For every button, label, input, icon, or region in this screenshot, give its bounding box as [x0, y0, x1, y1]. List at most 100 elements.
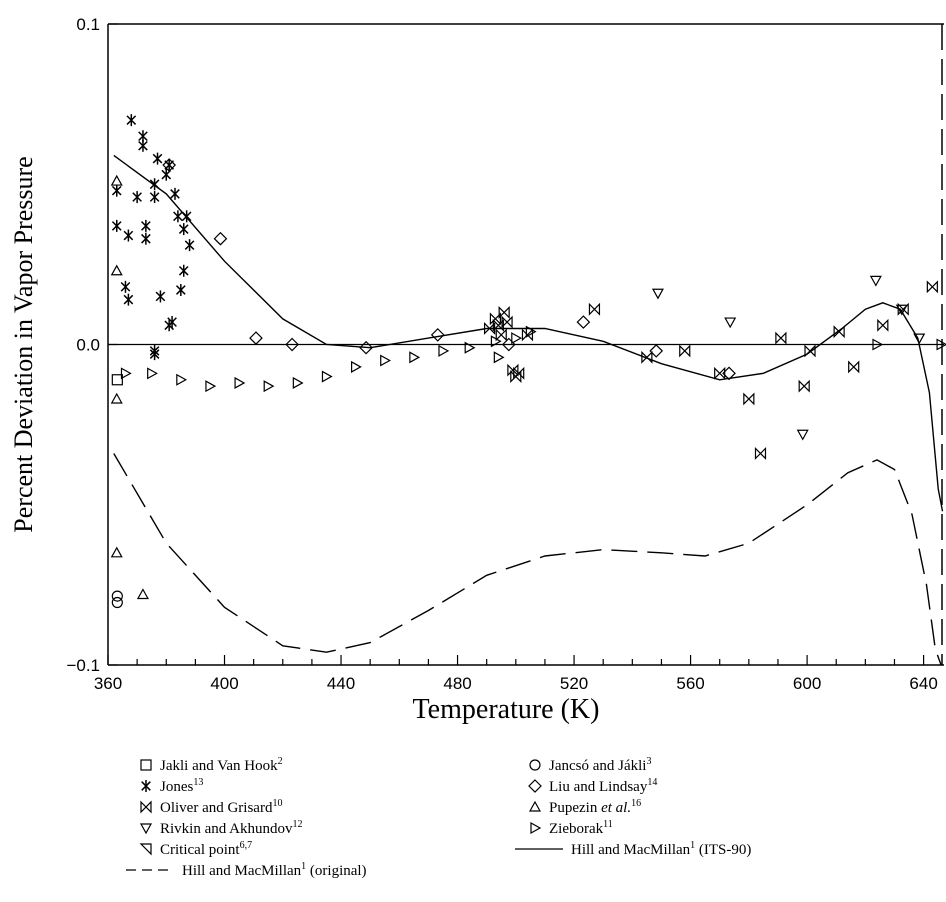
marker-diamond: [285, 337, 299, 352]
marker-triangle-right: [525, 325, 537, 338]
y-tick-label: −0.1: [66, 656, 100, 675]
marker-asterisk: [175, 284, 186, 297]
marker-square: [111, 374, 123, 386]
marker-circle: [111, 590, 123, 602]
marker-asterisk: [181, 210, 192, 223]
legend-symbol: [528, 800, 542, 812]
marker-triangle-right: [872, 338, 884, 351]
marker-triangle-right: [409, 351, 421, 364]
y-axis-ticks: −0.1 0.0 0.1: [66, 15, 118, 675]
marker-asterisk: [123, 229, 134, 242]
x-axis-ticks: 360 400 440 480 520 560 600 640: [94, 655, 938, 693]
marker-bowtie: [804, 344, 816, 358]
marker-asterisk: [141, 219, 151, 232]
legend-symbol: [139, 843, 152, 856]
marker-bowtie: [798, 379, 810, 393]
legend-label: Liu and Lindsay14: [549, 777, 657, 795]
marker-asterisk: [111, 184, 122, 197]
marker-asterisk: [178, 223, 189, 236]
marker-triangle-right: [511, 332, 523, 345]
curve-its90: [113, 154, 944, 512]
marker-diamond: [162, 158, 177, 172]
legend-label: Jancsó and Jákli3: [549, 756, 651, 774]
marker-triangle-down: [724, 317, 737, 329]
legend-entry: Liu and Lindsay14: [528, 777, 657, 795]
marker-triangle-right: [263, 380, 275, 393]
marker-triangle-right: [234, 376, 246, 389]
x-tick-label: 400: [210, 674, 238, 693]
marker-triangle-down: [869, 275, 882, 287]
marker-triangle-up: [136, 588, 149, 600]
marker-triangle-up: [110, 264, 123, 276]
marker-asterisk: [184, 239, 195, 252]
marker-diamond: [430, 328, 445, 342]
marker-bowtie: [833, 325, 845, 339]
marker-triangle-up: [110, 174, 123, 186]
marker-asterisk: [167, 316, 177, 329]
marker-bowtie: [492, 318, 504, 332]
marker-diamond: [213, 231, 228, 246]
x-tick-label: 520: [560, 674, 588, 693]
marker-triangle-right: [350, 360, 362, 373]
marker-bowtie: [743, 392, 755, 406]
marker-asterisk: [170, 187, 180, 200]
marker-triangle-right: [205, 380, 217, 393]
marker-bowtie: [714, 366, 726, 380]
marker-triangle-right: [936, 338, 946, 351]
marker-bowtie: [754, 447, 767, 460]
legend-entry: Hill and MacMillan1 (original): [126, 861, 367, 879]
legend-label: Jones13: [160, 777, 203, 795]
marker-asterisk: [111, 219, 122, 232]
marker-triangle-down: [895, 304, 908, 316]
marker-triangle-right: [176, 373, 188, 386]
marker-bowtie: [641, 350, 653, 364]
marker-asterisk: [149, 191, 160, 204]
legend-entry: Critical point6,7: [139, 840, 252, 858]
x-tick-label: 440: [327, 674, 355, 693]
marker-asterisk: [173, 210, 183, 223]
marker-bowtie: [501, 315, 513, 329]
x-tick-label: 600: [793, 674, 821, 693]
marker-triangle-down: [913, 333, 926, 345]
marker-asterisk: [141, 232, 151, 245]
legend-label: Zieborak11: [549, 819, 613, 837]
marker-asterisk: [152, 152, 163, 165]
marker-asterisk: [155, 290, 166, 303]
legend-entry: Jancsó and Jákli3: [529, 756, 651, 774]
marker-asterisk: [123, 293, 134, 306]
marker-diamond: [359, 340, 373, 355]
legend-symbol: [140, 759, 152, 771]
marker-asterisk: [178, 264, 189, 277]
marker-triangle-right: [292, 376, 304, 389]
marker-diamond: [249, 331, 263, 345]
marker-bowtie: [679, 344, 691, 358]
marker-triangle-right: [490, 335, 502, 348]
fit-curves: [113, 154, 944, 666]
legend-label: Jakli and Van Hook2: [160, 756, 283, 774]
legend: Jakli and Van Hook2 Jones13 Oliver and Gri…: [126, 756, 751, 879]
marker-bowtie: [495, 328, 507, 342]
legend-entry: Zieborak11: [530, 819, 613, 837]
legend-label: Hill and MacMillan1 (original): [182, 861, 367, 879]
legend-symbol: [140, 800, 152, 814]
legend-entry: Hill and MacMillan1 (ITS-90): [515, 840, 751, 858]
marker-bowtie: [877, 318, 889, 332]
x-tick-label: 480: [443, 674, 471, 693]
y-axis-title: Percent Deviation in Vapor Pressure: [9, 156, 38, 532]
legend-symbol: [528, 779, 542, 793]
marker-triangle-right: [438, 344, 450, 357]
data-markers: [110, 114, 946, 609]
marker-bowtie: [489, 312, 502, 326]
marker-asterisk: [126, 114, 137, 127]
marker-asterisk: [138, 130, 148, 143]
marker-bowtie: [897, 302, 909, 316]
legend-symbol: [139, 823, 153, 835]
legend-symbol: [529, 759, 541, 771]
marker-triangle-right: [464, 341, 476, 354]
marker-bowtie: [775, 331, 787, 345]
marker-bowtie: [513, 366, 525, 380]
legend-entry: Rivkin and Akhundov12: [139, 819, 303, 837]
marker-triangle-up: [110, 546, 123, 558]
curve-original: [113, 453, 942, 666]
